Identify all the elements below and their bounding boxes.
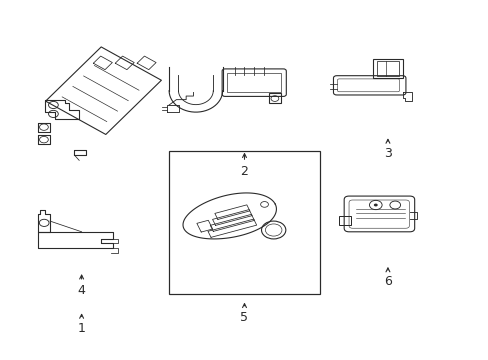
Text: 1: 1 <box>78 322 85 335</box>
Bar <box>268 93 281 103</box>
Bar <box>376 62 398 76</box>
Text: 3: 3 <box>383 147 391 160</box>
Text: 5: 5 <box>240 311 248 324</box>
Text: 6: 6 <box>383 275 391 288</box>
Bar <box>169 152 319 294</box>
Circle shape <box>373 203 377 206</box>
Bar <box>372 59 402 78</box>
Bar <box>227 73 281 93</box>
Text: 4: 4 <box>78 284 85 297</box>
Bar <box>339 216 351 225</box>
Text: 2: 2 <box>240 165 248 177</box>
